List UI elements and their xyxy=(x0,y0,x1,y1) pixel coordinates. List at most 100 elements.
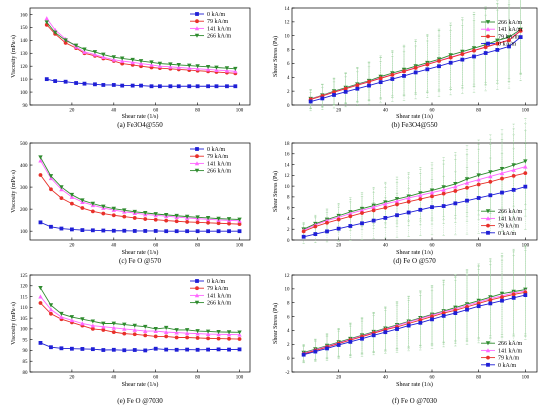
data-point xyxy=(49,345,53,350)
data-point xyxy=(143,328,148,333)
legend-entry: 266 kA/m xyxy=(498,20,523,26)
data-point xyxy=(395,213,399,218)
data-point xyxy=(59,314,64,319)
data-point xyxy=(195,215,200,220)
data-point xyxy=(38,173,43,177)
data-point xyxy=(500,298,504,303)
data-point xyxy=(214,84,219,89)
data-point xyxy=(500,190,504,195)
data-point xyxy=(168,84,173,89)
data-point xyxy=(82,49,87,54)
data-point xyxy=(511,173,516,178)
data-point xyxy=(371,333,376,338)
data-point xyxy=(52,30,58,35)
data-point xyxy=(507,44,511,49)
data-point xyxy=(101,211,106,216)
data-point xyxy=(158,84,162,89)
data-point xyxy=(348,214,353,219)
data-point xyxy=(185,220,190,224)
data-point xyxy=(206,229,210,234)
data-point xyxy=(511,163,516,168)
chart-panel-4: 20 40 60 80 100 0 2 4 6 8 10 12 14 16 18 Shear rate (1/… xyxy=(272,118,538,265)
data-point xyxy=(74,81,78,85)
legend-marker xyxy=(485,209,491,214)
data-point xyxy=(70,201,74,206)
legend-marker xyxy=(195,286,199,291)
legend-entry: 266 kA/m xyxy=(207,169,232,175)
data-point xyxy=(448,60,453,65)
series-line xyxy=(303,186,526,238)
x-tick-label: 60 xyxy=(430,109,436,114)
x-axis-label: Shear rate (1/s) xyxy=(122,249,159,256)
y-tick-label: -2 xyxy=(285,371,290,376)
data-point xyxy=(348,339,353,344)
data-point xyxy=(488,193,493,198)
data-point xyxy=(205,216,211,221)
data-point xyxy=(430,317,434,322)
x-tick-label: 80 xyxy=(476,376,482,381)
data-point xyxy=(153,346,158,351)
data-point xyxy=(174,229,179,234)
y-axis-label: Viscosity (mPa·s) xyxy=(10,170,17,213)
data-point xyxy=(163,212,169,218)
chart-panel-2: 20 40 60 80 100 0 2 4 6 8 10 12 14 Shear rate (1/s) Sh… xyxy=(272,0,538,129)
data-point xyxy=(63,38,68,43)
data-point xyxy=(441,204,446,208)
data-point xyxy=(371,204,376,210)
data-point xyxy=(149,60,154,65)
data-point xyxy=(488,301,493,306)
data-point xyxy=(195,220,200,225)
legend-marker xyxy=(486,223,490,228)
data-point xyxy=(511,292,516,297)
series-line xyxy=(303,289,526,354)
data-point xyxy=(418,197,423,201)
data-point xyxy=(49,187,53,192)
data-point xyxy=(122,322,127,327)
legend-entry: 141 kA/m xyxy=(207,161,232,167)
data-point xyxy=(227,336,231,341)
data-point xyxy=(59,185,64,190)
data-point xyxy=(495,38,500,43)
data-point xyxy=(163,325,169,331)
data-point xyxy=(205,67,211,72)
data-point xyxy=(216,336,221,341)
data-point xyxy=(174,328,179,333)
data-point xyxy=(313,349,318,354)
data-point xyxy=(476,177,481,182)
y-tick-label: 85 xyxy=(23,360,29,365)
data-point xyxy=(226,330,232,335)
data-point xyxy=(205,329,211,334)
x-axis-label: Shear rate (1/s) xyxy=(396,113,433,120)
y-tick-label: 10 xyxy=(285,35,291,40)
data-point xyxy=(441,313,446,318)
data-point xyxy=(418,320,423,325)
data-point xyxy=(453,311,458,316)
y-tick-label: 6 xyxy=(287,206,290,211)
data-point xyxy=(313,232,318,236)
data-point xyxy=(320,96,325,101)
data-point xyxy=(168,64,173,69)
data-point xyxy=(70,227,74,232)
data-point xyxy=(371,218,376,223)
data-point xyxy=(465,307,469,312)
data-point xyxy=(402,74,406,78)
data-point xyxy=(138,59,144,64)
y-tick-label: 80 xyxy=(23,371,29,376)
data-point xyxy=(227,229,231,234)
x-tick-label: 100 xyxy=(236,376,244,381)
data-point xyxy=(237,229,242,234)
legend-marker xyxy=(195,12,199,16)
x-tick-label: 80 xyxy=(476,244,482,249)
legend-marker xyxy=(485,348,491,353)
legend-entry: 79 kA/m xyxy=(207,19,229,25)
data-point xyxy=(184,214,190,219)
data-point xyxy=(476,196,481,200)
y-tick-label: 100 xyxy=(20,230,28,235)
data-point xyxy=(216,216,221,221)
data-point xyxy=(301,234,306,239)
y-tick-label: 4 xyxy=(287,76,290,81)
x-axis-label: Shear rate (1/s) xyxy=(396,249,433,256)
data-point xyxy=(476,304,481,309)
